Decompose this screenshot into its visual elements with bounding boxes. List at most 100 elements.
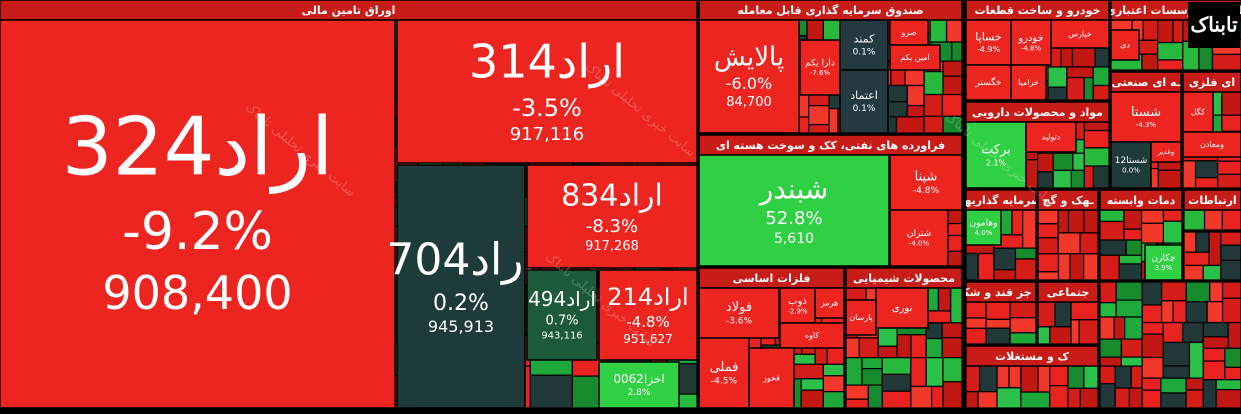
filler-tile	[1123, 228, 1143, 241]
filler-tile	[1037, 271, 1060, 281]
filler-tile	[1160, 281, 1187, 302]
tile-name: اراد214	[607, 283, 688, 311]
filler-tile	[1092, 66, 1110, 87]
filler-tile	[1052, 152, 1074, 171]
tile-name: وغدیر	[1157, 148, 1175, 156]
filler-tile	[1194, 160, 1219, 179]
tile-change: 4.0%	[975, 229, 993, 237]
tile-change: -8.3%	[586, 216, 638, 237]
filler-tile	[1220, 231, 1241, 246]
filler-tile	[1208, 231, 1222, 267]
filler-tile	[1221, 91, 1241, 116]
tile-change: -6.0%	[726, 74, 772, 93]
filler-tile	[1083, 165, 1095, 189]
filler-tile	[923, 115, 944, 134]
filler-tile	[1083, 209, 1099, 234]
filler-tile	[1206, 300, 1224, 324]
filler-tile	[845, 337, 860, 359]
sector-title: ـهک و گچ	[1042, 194, 1093, 207]
filler-tile	[996, 387, 1022, 409]
filler-tile	[1162, 341, 1191, 367]
filler-tile	[1202, 379, 1217, 409]
tile-change: -4.3%	[1136, 121, 1157, 129]
filler-tile	[1202, 347, 1226, 362]
filler-tile	[881, 390, 912, 409]
filler-tile	[1079, 232, 1099, 255]
filler-tile	[965, 252, 979, 281]
filler-tile	[1162, 365, 1191, 379]
filler-tile	[1037, 365, 1051, 393]
tile	[748, 347, 795, 409]
tile	[698, 337, 750, 409]
filler-tile	[1211, 53, 1241, 71]
filler-tile	[1215, 389, 1241, 409]
tile-name: کگل	[1191, 106, 1205, 116]
sector-header	[1099, 189, 1183, 211]
sector-title: جتماعی	[1047, 286, 1090, 299]
tile	[1010, 64, 1047, 101]
filler-tile	[808, 105, 830, 126]
tile	[1050, 19, 1110, 49]
filler-tile	[1160, 377, 1187, 394]
tile-price: 84,700	[726, 95, 772, 110]
filler-tile	[1099, 239, 1127, 256]
filler-tile	[1020, 365, 1039, 393]
filler-tile	[1123, 209, 1143, 230]
filler-tile	[1215, 379, 1241, 391]
sector-title: فراورده های نفتی، کک و سوخت هسته ای	[716, 139, 945, 152]
filler-tile	[965, 301, 987, 319]
tile	[965, 121, 1027, 189]
tile	[1025, 121, 1077, 153]
filler-tile	[965, 327, 987, 345]
tile-name: خزامیا	[1018, 78, 1039, 87]
tile-price: 917,268	[585, 239, 639, 254]
sector-header	[1037, 189, 1099, 211]
filler-tile	[951, 41, 963, 62]
filler-tile	[877, 327, 898, 347]
filler-tile	[1183, 264, 1204, 281]
filler-tile	[861, 357, 883, 370]
sector-header	[965, 281, 1037, 303]
filler-tile	[993, 269, 1017, 281]
filler-tile	[906, 84, 925, 107]
tile-price: 5,610	[774, 231, 814, 247]
filler-tile	[826, 345, 845, 365]
tile	[779, 287, 816, 324]
tile	[889, 209, 949, 267]
filler-tile	[845, 357, 863, 386]
filler-tile	[1141, 53, 1159, 71]
filler-tile	[1182, 160, 1197, 189]
tile-change: 0.1%	[853, 47, 876, 57]
filler-tile	[1114, 365, 1132, 389]
tile	[698, 154, 890, 267]
filler-tile	[925, 310, 952, 324]
tile-name: خگستر	[974, 76, 1001, 88]
filler-tile	[1194, 177, 1219, 189]
filler-tile	[1227, 321, 1241, 349]
tile-change: 2.1%	[986, 159, 1007, 168]
tile-change: -7.6%	[810, 69, 831, 77]
filler-tile	[1157, 59, 1184, 71]
tile	[1144, 244, 1183, 281]
filler-tile	[1162, 220, 1183, 244]
filler-tile	[1083, 253, 1099, 281]
tile-name: امین یکم	[900, 53, 930, 62]
tile-name: ذوب	[788, 296, 807, 307]
filler-tile	[1070, 319, 1080, 345]
filler-tile	[845, 398, 870, 409]
filler-tile	[800, 389, 825, 409]
filler-tile	[945, 19, 963, 43]
filler-tile	[1099, 316, 1115, 340]
tile-name: صرو	[900, 28, 916, 37]
sector-title: سرمایه گذاریها	[960, 194, 1042, 207]
tile-name: شستا	[1131, 105, 1161, 120]
filler-tile	[925, 357, 944, 388]
filler-tile	[571, 375, 603, 409]
filler-tile	[1115, 299, 1143, 318]
sector-header	[1037, 281, 1099, 303]
filler-tile	[1185, 300, 1208, 324]
filler-tile	[1020, 391, 1051, 409]
filler-tile	[1183, 209, 1206, 231]
filler-tile	[1078, 319, 1099, 345]
filler-tile	[822, 363, 845, 377]
